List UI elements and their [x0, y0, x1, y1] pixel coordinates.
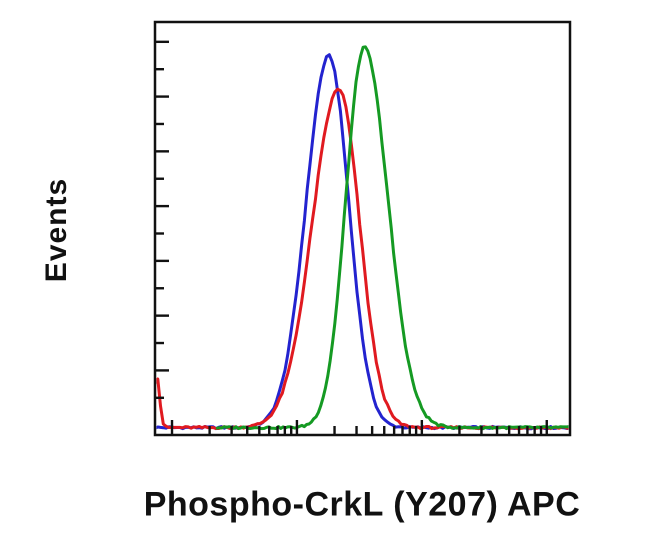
x-axis-label: Phospho-CrkL (Y207) APC	[143, 485, 581, 524]
histogram-plot-area	[153, 20, 572, 437]
